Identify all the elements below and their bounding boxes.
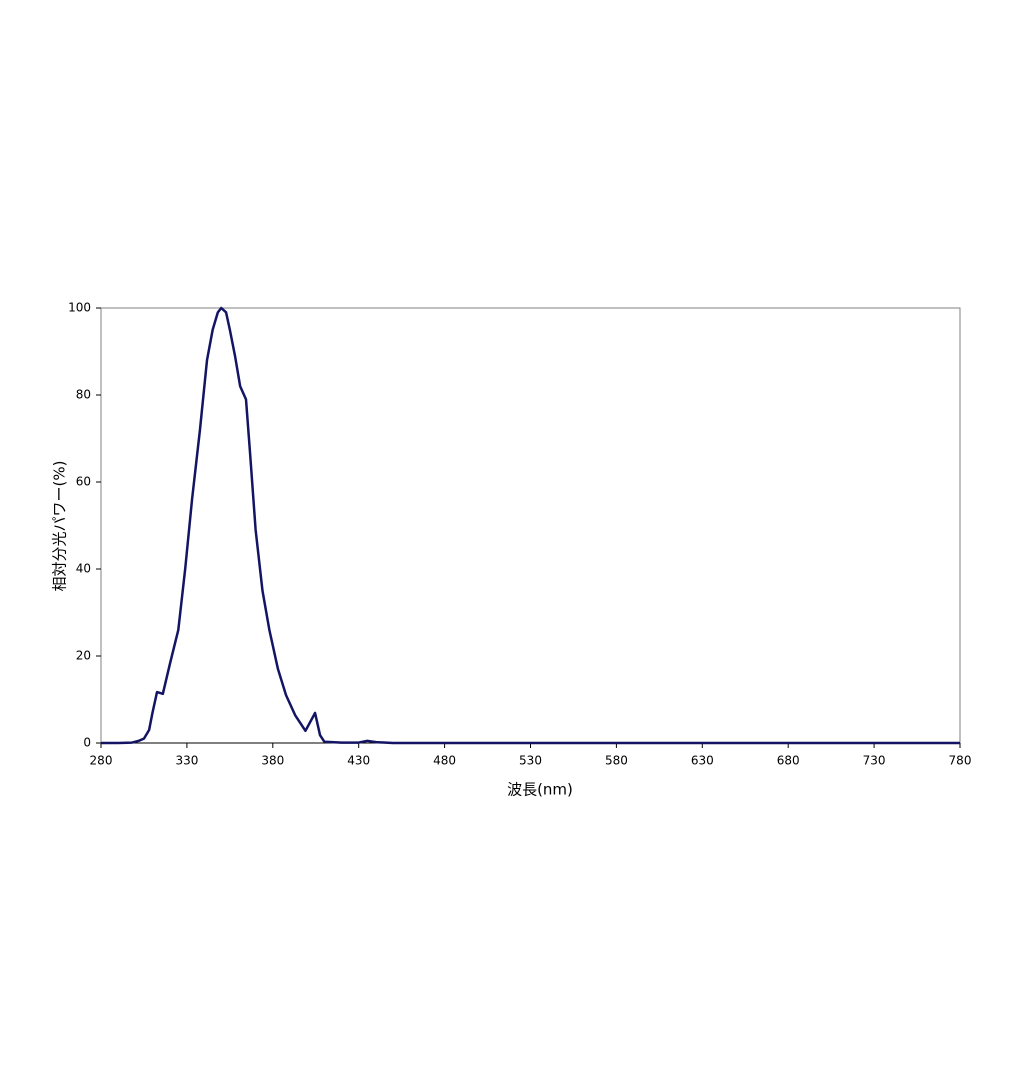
x-tick-label: 730 <box>863 754 886 768</box>
x-axis-title: 波長(nm) <box>507 781 573 799</box>
x-tick-label: 530 <box>519 754 542 768</box>
y-tick-label: 40 <box>76 562 91 576</box>
x-tick-label: 580 <box>605 754 628 768</box>
x-tick-label: 380 <box>261 754 284 768</box>
y-tick-label: 0 <box>83 736 91 750</box>
spectrum-line <box>101 306 960 745</box>
x-tick-label: 630 <box>691 754 714 768</box>
x-tick-label: 280 <box>90 754 113 768</box>
x-tick-label: 430 <box>347 754 370 768</box>
y-axis-title: 相対分光パワー(%) <box>51 461 69 592</box>
x-tick-label: 680 <box>777 754 800 768</box>
y-tick-label: 80 <box>76 388 91 402</box>
x-tick-label: 780 <box>949 754 972 768</box>
y-tick-label: 20 <box>76 649 91 663</box>
x-tick-label: 480 <box>433 754 456 768</box>
y-tick-label: 60 <box>76 475 91 489</box>
x-tick-label: 330 <box>175 754 198 768</box>
y-tick-label: 100 <box>68 301 91 315</box>
plot-frame <box>100 307 961 744</box>
